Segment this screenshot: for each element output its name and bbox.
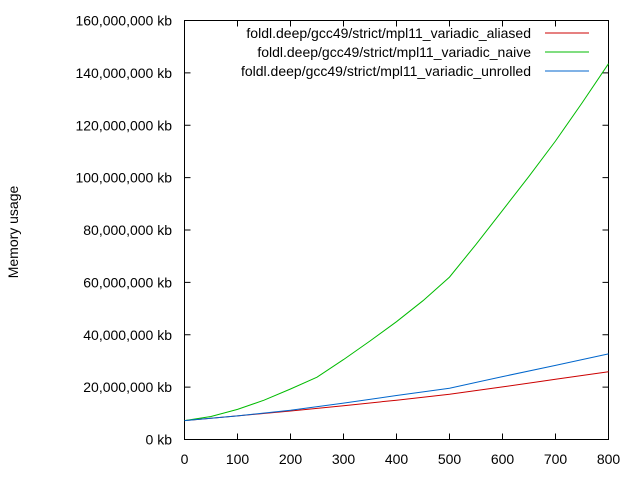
y-tick-label: 0 kb xyxy=(146,432,173,448)
plot-frame xyxy=(184,20,609,440)
y-axis-label: Memory usage xyxy=(5,185,21,278)
x-tick-label: 800 xyxy=(597,451,621,467)
x-tick-label: 400 xyxy=(385,451,409,467)
x-tick-label: 100 xyxy=(226,451,250,467)
series-lines xyxy=(184,63,609,422)
x-tick-label: 500 xyxy=(438,451,462,467)
series-line-3 xyxy=(184,353,609,422)
y-tick-label: 40,000,000 kb xyxy=(83,327,172,343)
legend: foldl.deep/gcc49/strict/mpl11_variadic_a… xyxy=(241,25,589,79)
y-tick-label: 80,000,000 kb xyxy=(83,222,172,238)
y-tick-label: 160,000,000 kb xyxy=(75,13,172,29)
legend-label-3: foldl.deep/gcc49/strict/mpl11_variadic_u… xyxy=(241,63,531,79)
x-tick-label: 600 xyxy=(491,451,515,467)
x-axis: 0 100 200 300 400 500 600 700 800 xyxy=(181,20,621,467)
y-tick-label: 140,000,000 kb xyxy=(75,65,172,81)
x-tick-label: 0 xyxy=(181,451,189,467)
series-line-1 xyxy=(184,371,609,422)
legend-label-1: foldl.deep/gcc49/strict/mpl11_variadic_a… xyxy=(246,25,531,41)
x-tick-label: 200 xyxy=(279,451,303,467)
x-tick-label: 300 xyxy=(332,451,356,467)
legend-label-2: foldl.deep/gcc49/strict/mpl11_variadic_n… xyxy=(257,44,531,60)
y-axis: 0 kb 20,000,000 kb 40,000,000 kb 60,000,000… xyxy=(75,13,609,448)
y-tick-label: 20,000,000 kb xyxy=(83,379,172,395)
y-tick-label: 120,000,000 kb xyxy=(75,117,172,133)
y-tick-label: 60,000,000 kb xyxy=(83,274,172,290)
y-tick-label: 100,000,000 kb xyxy=(75,170,172,186)
series-line-2 xyxy=(184,63,609,422)
x-tick-label: 700 xyxy=(544,451,568,467)
